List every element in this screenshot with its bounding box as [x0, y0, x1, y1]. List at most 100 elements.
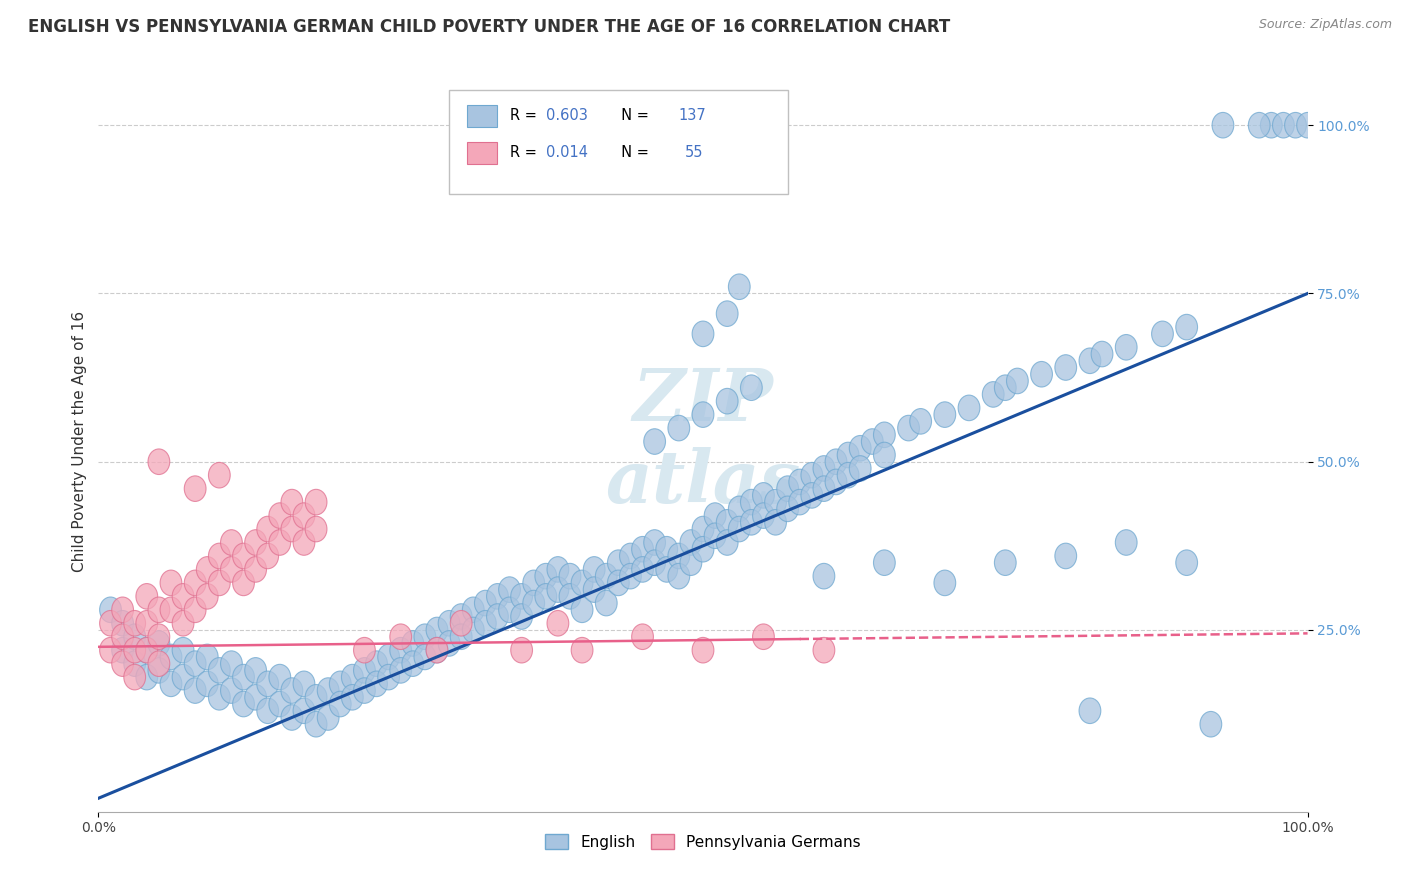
Ellipse shape: [1115, 530, 1137, 556]
Ellipse shape: [752, 483, 775, 508]
Text: 55: 55: [685, 145, 703, 161]
Ellipse shape: [486, 583, 509, 609]
Ellipse shape: [692, 321, 714, 347]
Ellipse shape: [741, 375, 762, 401]
Ellipse shape: [197, 557, 218, 582]
Ellipse shape: [994, 549, 1017, 575]
Ellipse shape: [741, 490, 762, 515]
Ellipse shape: [342, 684, 363, 710]
Ellipse shape: [983, 382, 1004, 408]
Text: R =: R =: [509, 108, 541, 123]
Ellipse shape: [292, 671, 315, 697]
Ellipse shape: [292, 530, 315, 556]
Ellipse shape: [160, 570, 181, 596]
Ellipse shape: [1175, 314, 1198, 340]
Ellipse shape: [172, 638, 194, 663]
Ellipse shape: [631, 557, 654, 582]
Ellipse shape: [208, 657, 231, 683]
Ellipse shape: [486, 604, 509, 630]
Ellipse shape: [305, 516, 328, 541]
Ellipse shape: [1031, 361, 1053, 387]
Ellipse shape: [329, 691, 352, 717]
Ellipse shape: [789, 490, 811, 515]
Ellipse shape: [378, 665, 399, 690]
Ellipse shape: [1054, 543, 1077, 569]
Ellipse shape: [692, 638, 714, 663]
Text: 0.603: 0.603: [546, 108, 588, 123]
Ellipse shape: [1212, 112, 1234, 138]
Ellipse shape: [269, 665, 291, 690]
Ellipse shape: [655, 557, 678, 582]
Ellipse shape: [704, 503, 725, 528]
Ellipse shape: [245, 684, 267, 710]
Ellipse shape: [353, 678, 375, 704]
Ellipse shape: [934, 401, 956, 427]
Ellipse shape: [681, 549, 702, 575]
Ellipse shape: [716, 509, 738, 535]
Ellipse shape: [378, 644, 399, 670]
Ellipse shape: [136, 665, 157, 690]
Ellipse shape: [934, 570, 956, 596]
Ellipse shape: [426, 617, 449, 643]
Ellipse shape: [257, 543, 278, 569]
Ellipse shape: [825, 469, 846, 495]
Ellipse shape: [571, 570, 593, 596]
Ellipse shape: [1285, 112, 1306, 138]
Ellipse shape: [389, 657, 412, 683]
Ellipse shape: [124, 624, 146, 649]
Ellipse shape: [305, 684, 328, 710]
Ellipse shape: [510, 638, 533, 663]
Text: ENGLISH VS PENNSYLVANIA GERMAN CHILD POVERTY UNDER THE AGE OF 16 CORRELATION CHA: ENGLISH VS PENNSYLVANIA GERMAN CHILD POV…: [28, 18, 950, 36]
Ellipse shape: [1115, 334, 1137, 360]
Ellipse shape: [776, 496, 799, 522]
Ellipse shape: [124, 638, 146, 663]
Ellipse shape: [620, 543, 641, 569]
Ellipse shape: [862, 429, 883, 454]
Ellipse shape: [172, 665, 194, 690]
Ellipse shape: [607, 570, 630, 596]
Y-axis label: Child Poverty Under the Age of 16: Child Poverty Under the Age of 16: [72, 311, 87, 572]
Ellipse shape: [221, 530, 242, 556]
Ellipse shape: [837, 442, 859, 467]
Ellipse shape: [148, 657, 170, 683]
Ellipse shape: [353, 638, 375, 663]
Ellipse shape: [305, 712, 328, 737]
Ellipse shape: [269, 503, 291, 528]
Ellipse shape: [413, 644, 436, 670]
Text: 0.014: 0.014: [546, 145, 588, 161]
Ellipse shape: [776, 475, 799, 501]
Ellipse shape: [184, 475, 207, 501]
Ellipse shape: [269, 691, 291, 717]
Ellipse shape: [318, 705, 339, 731]
Ellipse shape: [136, 638, 157, 663]
Ellipse shape: [245, 657, 267, 683]
Ellipse shape: [849, 435, 872, 461]
Ellipse shape: [510, 604, 533, 630]
Ellipse shape: [148, 624, 170, 649]
Text: ZIP
atlas: ZIP atlas: [606, 365, 800, 518]
Ellipse shape: [124, 651, 146, 676]
FancyBboxPatch shape: [467, 142, 498, 164]
Ellipse shape: [353, 657, 375, 683]
FancyBboxPatch shape: [449, 90, 787, 194]
Ellipse shape: [1260, 112, 1282, 138]
Ellipse shape: [232, 691, 254, 717]
Ellipse shape: [257, 671, 278, 697]
Ellipse shape: [281, 490, 302, 515]
Ellipse shape: [1272, 112, 1295, 138]
Ellipse shape: [111, 610, 134, 636]
Ellipse shape: [111, 624, 134, 649]
FancyBboxPatch shape: [467, 104, 498, 127]
Ellipse shape: [402, 631, 423, 657]
Ellipse shape: [136, 610, 157, 636]
Ellipse shape: [1091, 342, 1114, 367]
Ellipse shape: [136, 638, 157, 663]
Ellipse shape: [620, 564, 641, 589]
Ellipse shape: [752, 624, 775, 649]
Ellipse shape: [571, 638, 593, 663]
Text: N =: N =: [613, 108, 654, 123]
Ellipse shape: [1199, 712, 1222, 737]
Ellipse shape: [208, 462, 231, 488]
Ellipse shape: [197, 671, 218, 697]
Ellipse shape: [547, 557, 569, 582]
